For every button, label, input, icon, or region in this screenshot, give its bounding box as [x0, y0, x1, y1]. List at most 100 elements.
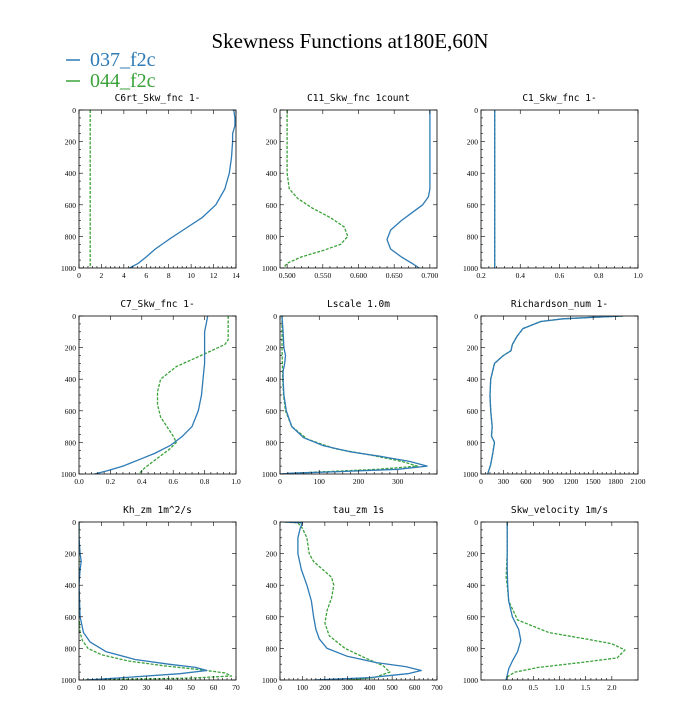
y-tick-label: 1000 [463, 264, 478, 273]
y-tick-label: 600 [65, 201, 77, 210]
x-tick-label: 0 [77, 271, 81, 280]
x-tick-label: 100 [314, 477, 326, 486]
y-tick-label: 0 [474, 312, 478, 321]
y-tick-label: 800 [266, 644, 278, 653]
x-tick-label: 200 [353, 477, 365, 486]
x-tick-label: 0 [278, 477, 282, 486]
series-line-044_f2c [79, 522, 233, 680]
series-line-037_f2c [79, 522, 208, 680]
y-tick-label: 200 [65, 550, 77, 559]
x-tick-label: 0.600 [350, 271, 367, 280]
panel-title: C1_Skw_fnc 1- [522, 93, 596, 104]
panel-title: Kh_zm 1m^2/s [123, 505, 192, 516]
x-tick-label: 60 [210, 683, 218, 692]
series-line-044_f2c [138, 316, 229, 474]
x-tick-label: 14 [232, 271, 240, 280]
y-tick-label: 600 [65, 407, 77, 416]
x-tick-label: 4 [122, 271, 126, 280]
x-tick-label: 30 [143, 683, 151, 692]
plot-frame [279, 521, 438, 681]
x-tick-label: 2 [100, 271, 104, 280]
y-tick-label: 0 [273, 312, 277, 321]
series-line-037_f2c [505, 522, 522, 680]
x-tick-label: 0.700 [421, 271, 438, 280]
y-tick-label: 800 [266, 232, 278, 241]
legend-label-037_f2c: 037_f2c [90, 49, 156, 71]
y-tick-label: 0 [72, 518, 76, 527]
y-tick-label: 800 [467, 232, 479, 241]
x-tick-label: 0.8 [200, 477, 210, 486]
x-tick-label: 50 [187, 683, 195, 692]
x-tick-label: 200 [319, 683, 331, 692]
x-tick-label: 1500 [586, 477, 601, 486]
x-tick-label: 6 [144, 271, 148, 280]
panel-6: Richardson_num 1- 0 300 600 900 1200 1500 1800 2… [463, 299, 646, 486]
panel-3: C1_Skw_fnc 1- 0.2 0.4 0.6 0.8 1.0 0 200 400 600 80… [463, 93, 643, 280]
y-tick-label: 800 [65, 644, 77, 653]
panel-4: C7_Skw_fnc 1- 0.0 0.2 0.4 0.6 0.8 1.0 0 200 400 60… [61, 299, 241, 486]
panel-title: Richardson_num 1- [511, 299, 608, 310]
x-tick-label: 400 [364, 683, 376, 692]
y-tick-label: 200 [266, 550, 278, 559]
x-tick-label: 10 [187, 271, 195, 280]
x-tick-label: 70 [232, 683, 240, 692]
y-tick-label: 600 [266, 201, 278, 210]
series-line-044_f2c [283, 110, 349, 268]
panel-title: C6rt_Skw_fnc 1- [115, 93, 201, 104]
x-tick-label: 10 [98, 683, 106, 692]
x-tick-label: 2.0 [607, 683, 617, 692]
series-line-037_f2c [487, 316, 624, 474]
y-tick-label: 600 [266, 407, 278, 416]
panel-title: Lscale 1.0m [327, 299, 390, 310]
x-tick-label: 0.0 [502, 683, 512, 692]
y-tick-label: 800 [467, 438, 479, 447]
x-tick-label: 40 [165, 683, 173, 692]
panel-title: tau_zm 1s [333, 505, 384, 516]
y-tick-label: 1000 [463, 676, 478, 685]
x-tick-label: 300 [392, 477, 404, 486]
y-tick-label: 1000 [61, 676, 76, 685]
x-tick-label: 100 [297, 683, 309, 692]
panel-title: C11_Skw_fnc 1count [307, 93, 410, 104]
x-tick-label: 900 [543, 477, 555, 486]
plot-frame [279, 315, 438, 475]
x-tick-label: 500 [387, 683, 399, 692]
x-tick-label: 1800 [608, 477, 623, 486]
series-line-037_f2c [284, 522, 422, 680]
series-group [283, 110, 431, 268]
panel-9: Skw_velocity 1m/s 0.0 0.5 1.0 1.5 2.0 0 200 400 6… [463, 505, 639, 692]
y-tick-label: 0 [72, 106, 76, 115]
y-tick-label: 600 [266, 613, 278, 622]
series-group [79, 522, 233, 680]
x-tick-label: 0 [77, 683, 81, 692]
x-tick-label: 0.0 [74, 477, 84, 486]
y-tick-label: 200 [65, 138, 77, 147]
series-group [284, 522, 422, 680]
x-tick-label: 600 [520, 477, 532, 486]
y-tick-label: 1000 [262, 264, 277, 273]
x-tick-label: 2100 [631, 477, 646, 486]
x-tick-label: 0.2 [476, 271, 486, 280]
series-line-044_f2c [284, 522, 391, 680]
panel-2: C11_Skw_fnc 1count 0.500 0.550 0.600 0.650 0.… [262, 93, 439, 280]
figure-title: Skewness Functions at180E,60N [211, 29, 488, 53]
y-tick-label: 200 [266, 138, 278, 147]
y-tick-label: 400 [266, 581, 278, 590]
x-tick-label: 12 [210, 271, 218, 280]
x-tick-label: 8 [167, 271, 171, 280]
x-tick-label: 600 [409, 683, 421, 692]
panel-7: Kh_zm 1m^2/s 0 10 20 30 40 50 60 70 0 200 400 600 800… [61, 505, 240, 692]
y-tick-label: 400 [467, 581, 479, 590]
series-group [280, 316, 428, 474]
panel-title: C7_Skw_fnc 1- [120, 299, 194, 310]
y-tick-label: 400 [266, 375, 278, 384]
y-tick-label: 0 [273, 518, 277, 527]
y-tick-label: 200 [467, 138, 479, 147]
x-tick-label: 20 [120, 683, 128, 692]
y-tick-label: 0 [474, 518, 478, 527]
x-tick-label: 0 [479, 477, 483, 486]
y-tick-label: 400 [266, 169, 278, 178]
y-tick-label: 1000 [262, 470, 277, 479]
